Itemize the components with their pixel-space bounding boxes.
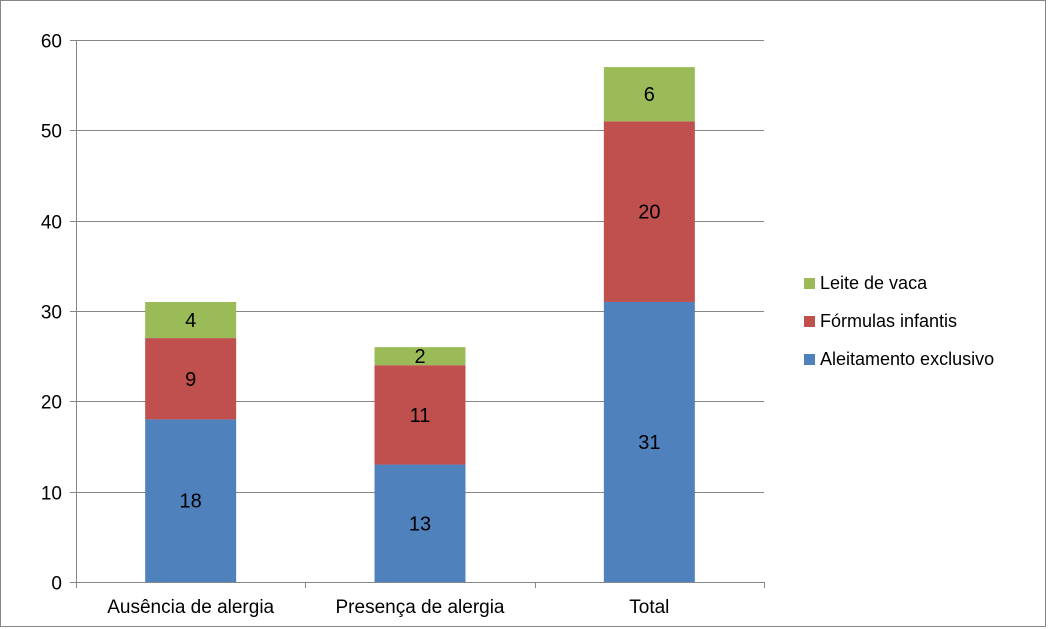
bar-segment xyxy=(374,464,466,582)
y-axis-ticks: 0 10 20 30 40 50 60 xyxy=(41,32,76,595)
y-tick-label: 40 xyxy=(41,213,62,234)
legend-label: Aleitamento exclusivo xyxy=(820,349,994,369)
data-label: 18 xyxy=(180,491,202,513)
x-tick-label: Presença de alergia xyxy=(336,597,505,618)
y-tick-label: 10 xyxy=(41,484,62,505)
y-tick-label: 30 xyxy=(41,303,62,324)
bar-segment xyxy=(145,301,237,339)
bar-segment xyxy=(145,419,237,582)
legend-swatch xyxy=(804,354,815,365)
axes xyxy=(76,40,764,583)
data-labels: 18 9 4 13 11 2 31 20 6 xyxy=(180,84,661,535)
data-label: 11 xyxy=(410,405,431,427)
data-label: 4 xyxy=(185,310,196,332)
bar-segment xyxy=(374,347,466,366)
bar-segment xyxy=(603,67,695,122)
legend-label: Fórmulas infantis xyxy=(820,311,957,331)
y-tick-label: 60 xyxy=(41,32,62,53)
x-tick-label: Ausência de alergia xyxy=(107,597,274,618)
bar-segment xyxy=(603,121,695,302)
y-tick-label: 0 xyxy=(51,574,62,595)
bar-segment xyxy=(603,301,695,582)
data-label: 9 xyxy=(185,369,196,391)
bars xyxy=(145,67,695,582)
legend: Leite de vaca Fórmulas infantis Aleitament… xyxy=(804,273,994,369)
x-tick-label: Total xyxy=(629,597,669,618)
data-label: 6 xyxy=(644,84,655,106)
data-label: 2 xyxy=(414,346,425,368)
y-tick-label: 50 xyxy=(41,122,62,143)
bar-segment xyxy=(145,338,237,420)
data-label: 20 xyxy=(638,202,660,224)
legend-label: Leite de vaca xyxy=(820,273,928,293)
legend-swatch xyxy=(804,316,815,327)
data-label: 31 xyxy=(638,432,660,454)
x-axis-ticks: Ausência de alergia Presença de alergia To… xyxy=(76,582,765,618)
y-tick-label: 20 xyxy=(41,393,62,414)
data-label: 13 xyxy=(409,513,431,535)
bar-segment xyxy=(374,365,466,465)
legend-swatch xyxy=(804,278,815,289)
